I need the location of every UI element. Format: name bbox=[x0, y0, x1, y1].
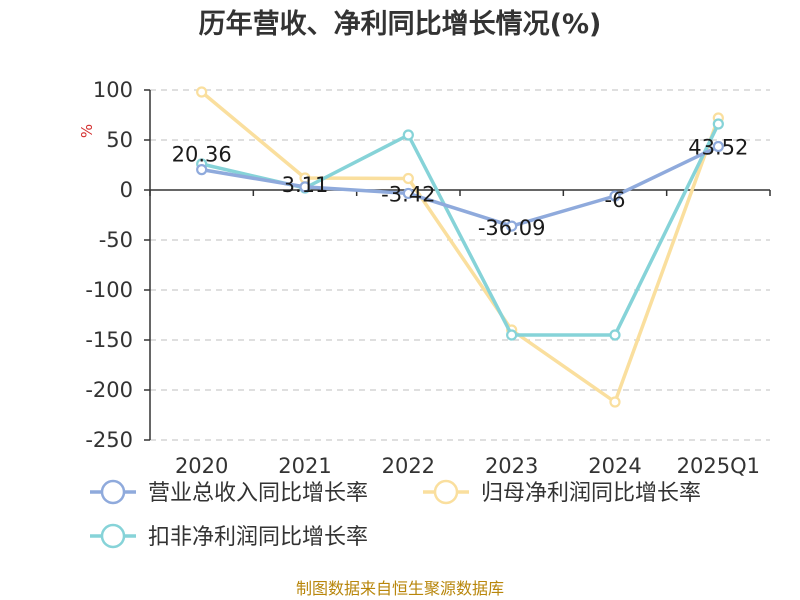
x-tick-label: 2024 bbox=[588, 454, 641, 478]
y-tick-label: 100 bbox=[93, 78, 133, 102]
series-line bbox=[201, 144, 720, 228]
data-point[interactable] bbox=[402, 187, 414, 200]
x-tick-label: 2022 bbox=[382, 454, 435, 478]
y-tick-label: -150 bbox=[85, 328, 133, 352]
data-point[interactable] bbox=[609, 396, 621, 408]
legend-label: 扣非净利润同比增长率 bbox=[148, 525, 368, 550]
data-point[interactable] bbox=[506, 220, 518, 232]
data-point[interactable] bbox=[402, 129, 414, 141]
series-line bbox=[200, 90, 720, 404]
x-tick-label: 2021 bbox=[278, 454, 331, 478]
data-point[interactable] bbox=[609, 329, 621, 341]
legend-item[interactable]: 营业总收入同比增长率 bbox=[90, 479, 368, 506]
y-tick-label: 0 bbox=[120, 178, 133, 202]
data-point[interactable] bbox=[299, 181, 311, 193]
data-point[interactable] bbox=[506, 329, 518, 341]
y-tick-label: 50 bbox=[106, 128, 133, 152]
y-tick-label: -100 bbox=[85, 278, 133, 302]
x-tick-label: 2025Q1 bbox=[677, 454, 760, 478]
x-tick-label: 2023 bbox=[485, 454, 538, 478]
chart-title: 历年营收、净利同比增长情况(%) bbox=[199, 8, 602, 40]
legend-item[interactable]: 归母净利润同比增长率 bbox=[423, 479, 701, 506]
y-axis-unit: % bbox=[78, 124, 96, 138]
series-0 bbox=[196, 140, 724, 232]
data-point[interactable] bbox=[712, 118, 724, 130]
legend-marker bbox=[100, 479, 126, 505]
legend-item[interactable]: 扣非净利润同比增长率 bbox=[90, 523, 368, 550]
x-tick-label: 2020 bbox=[175, 454, 228, 478]
data-source: 制图数据来自恒生聚源数据库 bbox=[296, 579, 504, 598]
data-label: 43.52 bbox=[688, 135, 748, 159]
data-label: 3.11 bbox=[282, 173, 329, 197]
legend-marker bbox=[100, 523, 126, 549]
y-tick-label: -50 bbox=[99, 228, 133, 252]
data-label: -6 bbox=[605, 188, 626, 212]
axes: 100 50 0 -50 -100 -150 -200 -250 2020 2021 2022 202… bbox=[85, 78, 771, 478]
data-labels: 20.36 3.11 -3.42 -36.09 -6 43.52 bbox=[172, 135, 749, 240]
legend-label: 营业总收入同比增长率 bbox=[148, 481, 368, 506]
data-label: 20.36 bbox=[172, 143, 232, 167]
data-point[interactable] bbox=[196, 86, 208, 98]
grid-lines bbox=[150, 89, 770, 441]
legend-label: 归母净利润同比增长率 bbox=[481, 481, 701, 506]
y-tick-label: -250 bbox=[85, 428, 133, 452]
y-tick-label: -200 bbox=[85, 378, 133, 402]
data-label: -36.09 bbox=[478, 216, 546, 240]
series-1 bbox=[196, 86, 724, 408]
data-point[interactable] bbox=[402, 172, 414, 185]
series-lines bbox=[196, 86, 724, 408]
data-point[interactable] bbox=[712, 140, 724, 153]
data-point[interactable] bbox=[196, 164, 208, 176]
data-point[interactable] bbox=[609, 190, 621, 202]
legend-marker bbox=[433, 479, 459, 505]
data-label: -3.42 bbox=[381, 182, 435, 206]
